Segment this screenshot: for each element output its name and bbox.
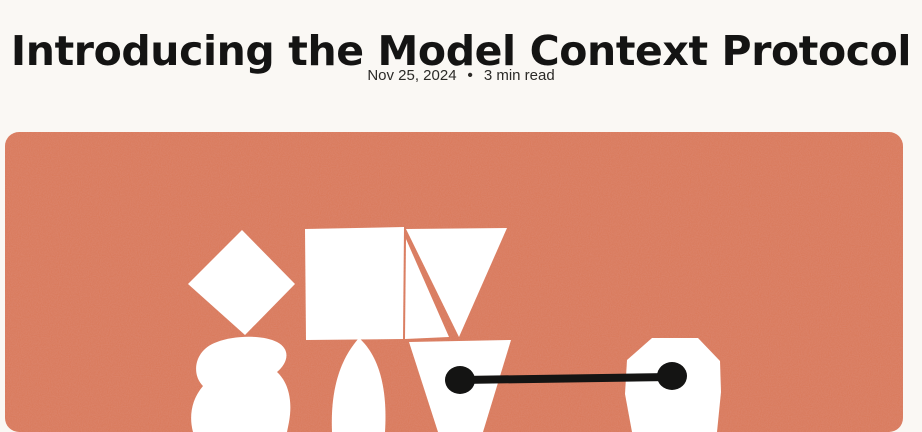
diamond-shape	[188, 230, 295, 335]
square-shape	[305, 227, 404, 340]
publish-date: Nov 25, 2024	[367, 67, 457, 84]
connector-node-left	[445, 366, 475, 394]
figure-eight-shape	[191, 336, 291, 432]
meta-separator: •	[467, 67, 473, 84]
connector-line	[456, 373, 675, 384]
inverted-triangle-shape	[406, 228, 507, 337]
article-title: Introducing the Model Context Protocol	[10, 27, 912, 76]
small-triangle-shape	[405, 239, 449, 339]
read-time: 3 min read	[483, 67, 555, 84]
hero-illustration	[5, 132, 903, 432]
connector-node-right	[657, 362, 687, 390]
article-meta: Nov 25, 2024 • 3 min read	[0, 66, 922, 86]
lens-shape	[331, 338, 386, 432]
hero-illustration-svg	[5, 132, 903, 432]
